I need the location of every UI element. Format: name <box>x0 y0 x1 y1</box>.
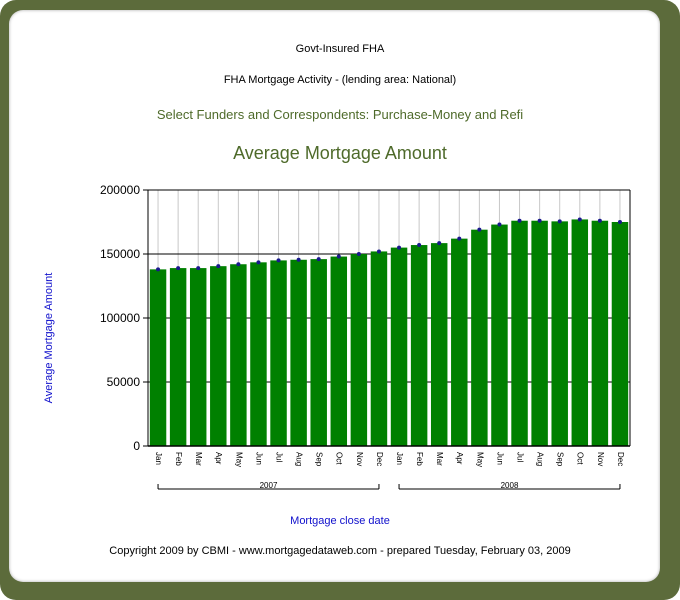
bar <box>290 259 307 446</box>
y-tick-label: 50000 <box>107 375 141 389</box>
bar <box>511 220 528 446</box>
bar <box>169 268 187 446</box>
bar <box>451 238 468 446</box>
data-marker <box>236 262 241 267</box>
bar <box>149 269 167 446</box>
data-marker <box>437 241 442 246</box>
x-tick-label: Jan <box>154 452 163 465</box>
x-tick-label: May <box>234 452 243 467</box>
report-title: Govt-Insured FHA <box>295 43 385 55</box>
data-marker <box>497 222 502 227</box>
report-subtitle: FHA Mortgage Activity - (lending area: N… <box>223 74 457 86</box>
bar <box>310 259 327 446</box>
data-marker <box>397 245 402 250</box>
group-layer: 2007 2008 <box>157 481 621 490</box>
bar <box>410 245 428 446</box>
bar <box>491 224 508 446</box>
data-marker <box>537 218 542 223</box>
x-tick-label: Jun <box>495 452 504 465</box>
x-tick-layer: Jan Feb Mar Apr May Jun Jul Aug Sep Oct Nov Dec Jan F… <box>154 452 625 467</box>
x-tick-label: Nov <box>355 452 364 466</box>
x-tick-label: Feb <box>415 452 424 466</box>
data-marker <box>196 266 201 271</box>
y-tick-label: 150000 <box>100 247 140 261</box>
data-marker <box>477 227 482 232</box>
data-marker <box>376 249 381 254</box>
data-marker <box>256 260 261 265</box>
bar-layer <box>149 217 629 446</box>
bar <box>230 264 247 446</box>
x-tick-label: Nov <box>596 452 605 466</box>
data-marker <box>557 219 562 224</box>
data-marker <box>276 258 281 263</box>
x-tick-label: Mar <box>435 452 444 466</box>
x-tick-label: Apr <box>455 452 464 465</box>
bar <box>330 256 348 446</box>
data-marker <box>597 218 602 223</box>
x-tick-label: Dec <box>616 452 625 466</box>
x-tick-label: May <box>475 452 484 467</box>
bar <box>210 266 227 446</box>
x-tick-label: Sep <box>315 452 324 467</box>
x-tick-label: Feb <box>174 452 183 466</box>
bar <box>250 262 267 446</box>
bar <box>370 251 388 446</box>
y-tick-label: 0 <box>133 439 140 453</box>
x-tick-label: Aug <box>295 452 304 466</box>
x-tick-label: Oct <box>576 452 585 465</box>
bar <box>270 260 287 446</box>
copyright-notice: Copyright 2009 by CBMI - www.mortgagedat… <box>109 545 571 557</box>
y-tick-label: 100000 <box>100 311 140 325</box>
x-tick-label: Dec <box>375 452 384 466</box>
data-marker <box>176 266 181 271</box>
bar <box>571 219 589 446</box>
bar <box>471 229 488 446</box>
selection-description: Select Funders and Correspondents: Purch… <box>156 107 524 122</box>
data-marker <box>316 257 321 262</box>
bar <box>531 220 548 446</box>
data-marker <box>216 264 221 269</box>
bar <box>551 221 568 446</box>
axis-layer: 0 50000 100000 150000 200000 <box>100 183 631 453</box>
x-tick-label: Oct <box>335 452 344 465</box>
data-marker <box>417 243 422 248</box>
x-tick-label: Sep <box>556 452 565 467</box>
bar <box>430 243 448 446</box>
bar <box>611 222 629 446</box>
data-marker <box>296 257 301 262</box>
x-tick-label: Jul <box>274 452 283 462</box>
data-marker <box>356 252 361 256</box>
data-marker <box>517 218 522 223</box>
bar <box>350 254 368 446</box>
group-label: 2007 <box>260 481 278 490</box>
y-tick-label: 200000 <box>100 183 140 197</box>
y-axis-label: Average Mortgage Amount <box>43 273 55 404</box>
data-marker <box>156 267 161 272</box>
data-marker <box>457 236 462 241</box>
x-tick-label: Mar <box>194 452 203 466</box>
bar <box>189 268 207 446</box>
x-tick-label: Aug <box>536 452 545 466</box>
chart-title: Average Mortgage Amount <box>233 143 447 163</box>
x-tick-label: Apr <box>214 452 223 465</box>
data-marker <box>336 254 341 259</box>
x-tick-label: Jul <box>515 452 524 462</box>
bar <box>591 220 609 446</box>
x-axis-label: Mortgage close date <box>290 515 390 527</box>
data-marker <box>617 220 622 224</box>
x-tick-label: Jun <box>254 452 263 465</box>
group-label: 2008 <box>501 481 519 490</box>
bar <box>390 247 408 446</box>
data-marker <box>577 217 582 222</box>
x-tick-label: Jan <box>395 452 404 465</box>
